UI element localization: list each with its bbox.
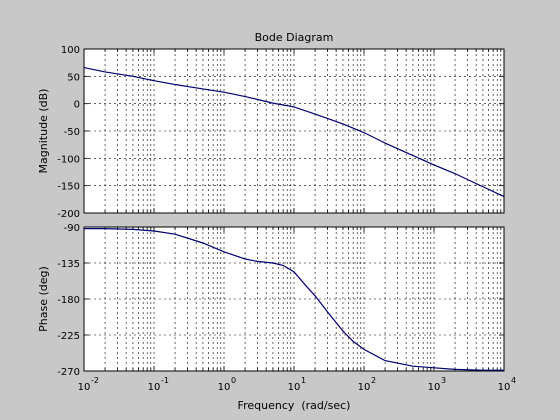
x-tick-label: 10 bbox=[78, 382, 91, 393]
frequency-x-axis-label: Frequency (rad/sec) bbox=[238, 399, 351, 412]
y-tick-label: -200 bbox=[57, 209, 80, 220]
y-tick-label: 0 bbox=[74, 100, 80, 111]
magnitude-y-tick-labels: 100 50 0 -50 -100 -150 -200 bbox=[57, 45, 80, 220]
chart-title: Bode Diagram bbox=[255, 31, 334, 44]
x-tick-exponent: 1 bbox=[301, 376, 306, 385]
x-tick-label: 10 bbox=[288, 382, 301, 393]
phase-y-tick-labels: -90 -135 -180 -225 -270 bbox=[57, 223, 80, 378]
x-tick-exponent: 4 bbox=[511, 376, 516, 385]
phase-y-axis-label: Phase (deg) bbox=[37, 266, 50, 332]
magnitude-series-line bbox=[83, 67, 505, 198]
y-tick-label: 100 bbox=[61, 45, 80, 56]
y-tick-label: -180 bbox=[57, 295, 80, 306]
x-tick-label: 10 bbox=[218, 382, 231, 393]
x-tick-exponent: -1 bbox=[161, 376, 169, 385]
magnitude-axes-frame bbox=[83, 48, 505, 214]
x-tick-exponent: 0 bbox=[231, 376, 236, 385]
phase-series-line bbox=[84, 228, 504, 371]
y-tick-label: -225 bbox=[57, 331, 80, 342]
x-tick-exponent: 2 bbox=[371, 376, 376, 385]
y-tick-label: -135 bbox=[57, 259, 80, 270]
y-tick-label: -150 bbox=[57, 182, 80, 193]
x-tick-exponent: -2 bbox=[91, 376, 99, 385]
phase-axes: -90-135-180-225-270 10-210-1100101102103… bbox=[37, 223, 516, 412]
magnitude-axes: 100 50 0 -50 -100 -150 -200 Bode Diagram Magni… bbox=[37, 31, 505, 220]
y-tick-label: -50 bbox=[64, 127, 80, 138]
phase-axes-frame bbox=[83, 226, 505, 372]
y-tick-label: -270 bbox=[57, 367, 80, 378]
x-tick-exponent: 3 bbox=[441, 376, 446, 385]
x-tick-label: 10 bbox=[498, 382, 511, 393]
x-tick-label: 10 bbox=[358, 382, 371, 393]
magnitude-y-axis-label: Magnitude (dB) bbox=[37, 89, 50, 174]
x-tick-label: 10 bbox=[428, 382, 441, 393]
y-tick-label: -100 bbox=[57, 154, 80, 165]
magnitude-grid bbox=[84, 49, 504, 213]
x-tick-label: 10 bbox=[148, 382, 161, 393]
y-tick-label: -90 bbox=[64, 223, 80, 234]
y-tick-label: 50 bbox=[67, 72, 80, 83]
phase-grid bbox=[84, 227, 504, 371]
